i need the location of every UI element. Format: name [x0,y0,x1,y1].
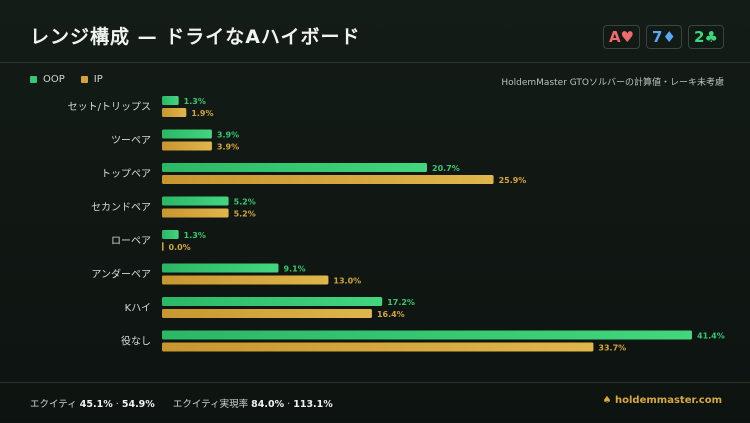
bar-ip [162,309,372,318]
bar-ip [162,108,187,117]
category-label: Kハイ [125,303,151,314]
separator: · [287,399,291,410]
bar-oop [162,263,279,273]
category-label: ツーペア [111,136,151,147]
bar-ip [162,141,212,151]
footer: エクイティ 45.1% · 54.9% エクイティ実現率 84.0% · 113… [0,382,750,423]
legend-swatch-oop [30,76,37,83]
data-label: 17.2% [387,298,415,307]
data-label: 0.0% [169,243,191,252]
legend-label-oop: OOP [43,74,65,85]
realization-label: エクイティ実現率 [172,399,249,410]
data-label: 25.9% [499,176,527,185]
equity-ip: 54.9% [121,399,155,410]
equity-oop: 45.1% [79,399,113,410]
bar-ip [162,208,229,218]
data-label: 33.7% [598,343,626,352]
heart-icon: ♥ [620,28,634,46]
data-label: 16.4% [377,310,405,319]
board-card-2: 7 ♦ [646,25,682,49]
category-label: アンダーペア [91,268,151,281]
realization-oop: 84.0% [251,399,285,410]
data-label: 41.4% [697,331,725,340]
equity-stats: エクイティ 45.1% · 54.9% エクイティ実現率 84.0% · 113… [30,396,333,410]
spade-icon: ♠ [602,395,612,406]
chart-title: レンジ構成 — ドライなAハイボード [30,26,361,48]
legend: OOP IP [30,74,103,85]
site-link[interactable]: ♠ holdemmaster.com [603,395,722,406]
category-label: セット/トリップス [68,101,151,113]
card-rank: A [608,28,621,46]
board-card-3: 2 ♣ [688,25,724,49]
bar-ip [162,342,594,352]
bar-chart: セット/トリップス 1.3% 1.9% ツーペア 3.9% 3.9% トップペア 20.7% 2… [68,96,725,352]
data-label: 1.3% [184,97,206,106]
separator: · [115,399,119,410]
category-label: トップペア [101,168,151,180]
bar-ip [162,275,329,285]
club-icon: ♣ [704,28,718,46]
site-url: holdemmaster.com [615,395,722,406]
bar-ip [162,242,164,251]
data-label: 5.2% [234,197,256,206]
category-label: 役なし [121,335,151,348]
equity-label: エクイティ [30,399,77,410]
board-cards: A ♥ 7 ♦ 2 ♣ [602,25,724,49]
data-label: 3.9% [217,142,239,151]
bar-oop [162,129,212,139]
bar-oop [162,230,179,239]
legend-label-ip: IP [93,74,103,85]
board-card-1: A ♥ [602,25,640,49]
legend-item-oop: OOP [30,74,65,85]
category-label: セカンドペア [91,202,151,214]
data-label: 9.1% [283,264,305,273]
bar-oop [162,163,427,172]
bar-oop [162,96,179,105]
bar-oop [162,330,692,340]
data-label: 13.0% [333,276,361,285]
bar-ip [162,175,494,184]
diamond-icon: ♦ [662,28,676,46]
header: レンジ構成 — ドライなAハイボード A ♥ 7 ♦ 2 ♣ [0,0,750,63]
realization-ip: 113.1% [293,399,333,410]
source-note: HoldemMaster GTOソルバーの計算値・レーキ未考慮 [501,78,724,88]
data-label: 1.3% [184,231,206,240]
card-rank: 7 [652,28,663,46]
card-rank: 2 [694,28,705,46]
data-label: 3.9% [217,130,239,139]
bar-oop [162,297,383,306]
legend-swatch-ip [80,76,88,83]
data-label: 1.9% [191,109,213,118]
category-label: ローペア [111,236,151,247]
legend-item-ip: IP [80,74,103,85]
bar-oop [162,196,229,206]
data-label: 20.7% [432,164,460,173]
data-label: 5.2% [234,209,256,218]
